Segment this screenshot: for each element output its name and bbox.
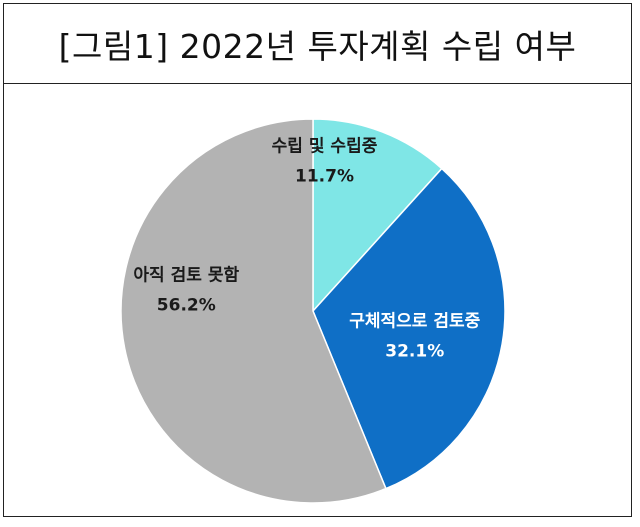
pie-slice-2 [312, 167, 506, 490]
slice-value-1: 11.7% [295, 167, 354, 187]
pie-chart: 수립 및 수립중 11.7% 구체적으로 검토중 32.1% 아직 검토 못함 56.2% [120, 118, 506, 504]
figure-frame: [그림1] 2022년 투자계획 수립 여부 수립 및 수립중 11.7% 구체적으… [3, 3, 632, 517]
title-bar: [그림1] 2022년 투자계획 수립 여부 [4, 4, 631, 84]
slice-label-1: 수립 및 수립중 [272, 137, 378, 157]
pie-slice-3 [120, 118, 387, 504]
slice-label-2: 구체적으로 검토중 [349, 311, 480, 331]
slice-value-2: 32.1% [385, 341, 444, 361]
slice-value-3: 56.2% [157, 295, 216, 315]
chart-title: [그림1] 2022년 투자계획 수립 여부 [58, 26, 577, 66]
pie-slice-1 [312, 118, 443, 313]
chart-area: 수립 및 수립중 11.7% 구체적으로 검토중 32.1% 아직 검토 못함 56.2% [4, 84, 631, 516]
slice-label-3: 아직 검토 못함 [133, 264, 239, 285]
